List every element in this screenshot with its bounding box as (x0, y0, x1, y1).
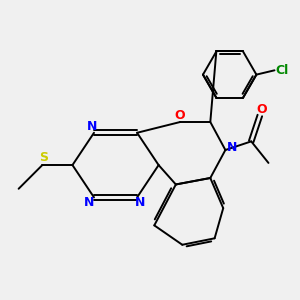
Text: N: N (227, 141, 237, 154)
Text: Cl: Cl (276, 64, 289, 77)
Text: O: O (174, 109, 185, 122)
Text: O: O (257, 103, 267, 116)
Text: N: N (87, 120, 98, 133)
Text: S: S (39, 151, 48, 164)
Text: N: N (84, 196, 94, 209)
Text: N: N (135, 196, 146, 209)
